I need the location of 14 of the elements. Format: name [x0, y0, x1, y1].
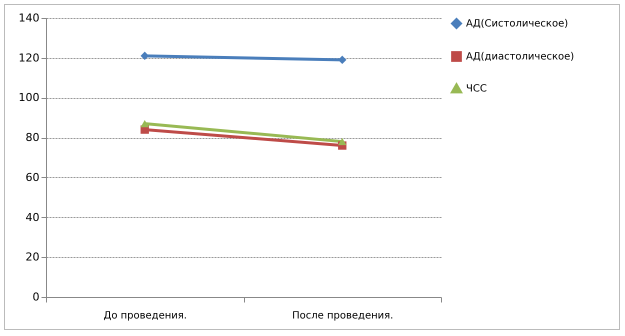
x-tick-label: После проведения.	[292, 310, 394, 322]
y-tick-label: 80	[26, 131, 40, 144]
y-tick-label: 120	[18, 51, 40, 64]
y-tick-label: 20	[26, 250, 40, 264]
x-tick-label: До проведения.	[104, 310, 187, 322]
legend-label: ЧСС	[466, 84, 487, 94]
y-tick-label: 60	[26, 170, 40, 184]
legend-label: АД(диастолическое)	[466, 52, 574, 62]
y-tick-label: 100	[18, 91, 40, 104]
y-tick-label: 140	[18, 12, 40, 24]
y-tick-label: 0	[32, 290, 40, 304]
legend-label: АД(Систолическое)	[466, 18, 568, 30]
point	[338, 56, 346, 64]
y-tick-label: 40	[26, 210, 40, 224]
